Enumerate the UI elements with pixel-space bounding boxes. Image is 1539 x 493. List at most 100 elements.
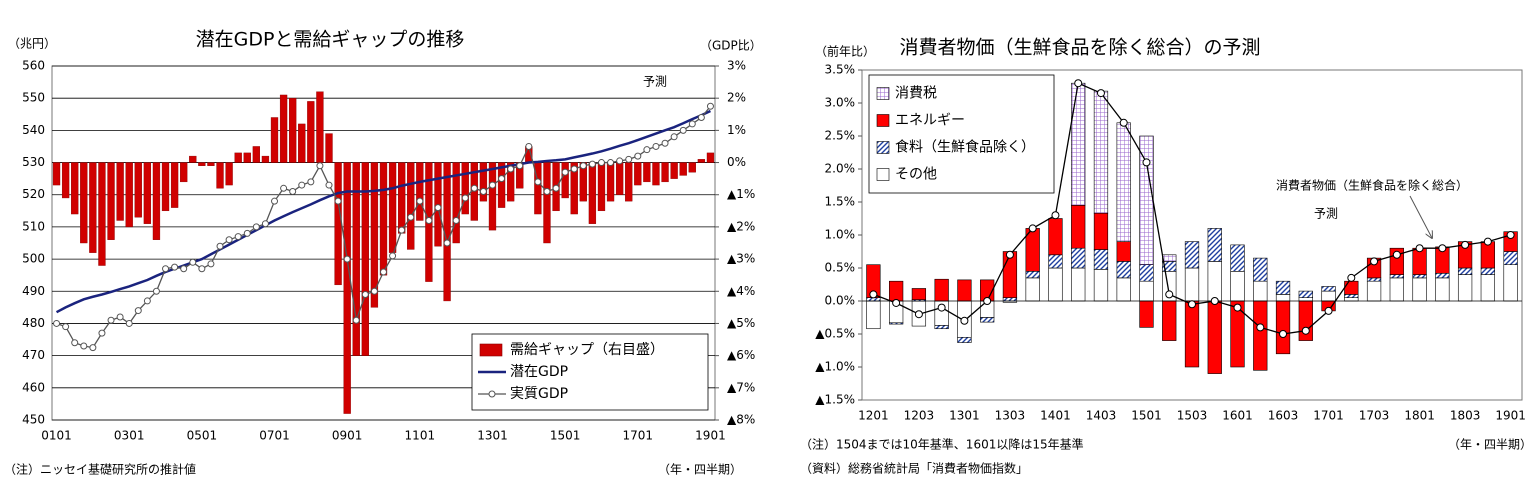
line-marker — [1142, 158, 1151, 167]
bar-segment — [1071, 82, 1086, 206]
line-marker — [1506, 231, 1515, 239]
bar — [407, 162, 415, 250]
bar — [152, 162, 161, 240]
label-arrow — [1409, 195, 1432, 238]
bar-segment — [1162, 300, 1177, 341]
x-tick-label: 0101 — [41, 429, 72, 443]
legend-label: 潜在GDP — [510, 364, 568, 380]
bar-segment — [980, 317, 995, 323]
line-marker — [152, 287, 160, 295]
bar — [125, 162, 133, 228]
line-marker — [71, 339, 79, 347]
line-marker — [461, 194, 469, 202]
legend-label: 需給ギャップ（右目盛） — [510, 342, 664, 358]
bar — [107, 162, 115, 240]
bar-segment — [1435, 272, 1450, 279]
line-marker — [588, 160, 596, 168]
y-tick-label: 450 — [22, 413, 45, 427]
y2-tick-label: ▲5% — [727, 316, 755, 330]
line-marker — [370, 287, 378, 295]
y2-tick-label: 3% — [727, 59, 746, 73]
bar-segment — [1093, 212, 1109, 250]
line-marker — [661, 139, 669, 147]
x-tick-label: 1403 — [1086, 409, 1117, 423]
x-tick-label: 1301 — [949, 409, 980, 423]
y-tick-label: ▲1.0% — [815, 360, 855, 374]
line-marker — [62, 323, 70, 331]
y-tick-label: 500 — [22, 252, 45, 266]
bar — [497, 162, 506, 208]
line-marker — [1074, 79, 1083, 88]
bar — [252, 146, 261, 163]
y-tick-label: 2.0% — [825, 162, 856, 176]
y-tick-label: 0.5% — [825, 261, 856, 275]
y-tick-label: 490 — [22, 284, 45, 298]
line-marker — [652, 142, 660, 150]
legend-swatch — [876, 141, 890, 154]
bar-segment — [957, 279, 972, 302]
x-tick-label: 1901 — [695, 429, 726, 443]
y2-tick-label: ▲4% — [727, 284, 755, 298]
bar — [98, 162, 106, 266]
bar — [543, 162, 551, 244]
line-marker — [325, 181, 333, 189]
line-marker — [937, 303, 946, 312]
bar — [452, 162, 460, 244]
bar-segment — [911, 288, 927, 300]
line-marker — [1028, 224, 1037, 233]
bar-segment — [1253, 257, 1268, 282]
y-tick-label: ▲0.5% — [815, 327, 855, 341]
bar — [234, 152, 242, 163]
legend-label: その他 — [895, 167, 937, 183]
line-marker — [107, 316, 115, 324]
line-marker — [561, 168, 569, 176]
note: （注）ニッセイ基礎研究所の推計値 — [4, 462, 196, 477]
bar-segment — [1184, 241, 1200, 269]
bar — [307, 101, 315, 163]
line-marker — [443, 239, 451, 247]
line-marker — [983, 297, 992, 305]
bar-segment — [1480, 267, 1495, 275]
line-marker — [679, 126, 687, 134]
bar-segment — [1162, 254, 1177, 262]
bar — [388, 162, 397, 253]
bar — [270, 117, 279, 163]
line-marker — [180, 265, 188, 273]
bar-segment — [1002, 297, 1018, 302]
annotation: 予測 — [1314, 207, 1338, 221]
line-marker — [1301, 326, 1310, 335]
bar-segment — [1048, 254, 1063, 269]
bar — [479, 162, 488, 202]
y2-tick-label: ▲7% — [727, 380, 755, 394]
line-marker — [1256, 323, 1265, 332]
line-marker — [298, 181, 306, 189]
line-marker — [488, 181, 496, 189]
line-marker — [80, 342, 88, 350]
line-marker — [125, 319, 133, 327]
bar — [225, 162, 233, 186]
y-tick-label: 540 — [22, 123, 45, 137]
line-marker — [116, 313, 124, 321]
bar — [189, 155, 197, 163]
line-marker — [307, 178, 315, 186]
y2-tick-label: ▲8% — [727, 413, 755, 427]
line-marker — [207, 260, 215, 268]
line-marker — [1096, 89, 1105, 98]
x-tick-label: 1803 — [1450, 409, 1481, 423]
line-marker — [1210, 297, 1219, 305]
y-tick-label: 480 — [22, 316, 45, 330]
line-marker — [216, 242, 224, 250]
bar-segment — [1389, 274, 1404, 279]
bar-segment — [1253, 280, 1268, 302]
bar — [488, 162, 497, 231]
line-marker — [607, 159, 615, 167]
bar-segment — [1207, 261, 1222, 302]
y-tick-label: 0.0% — [825, 294, 856, 308]
line-marker — [616, 157, 624, 165]
line-marker — [1324, 306, 1333, 315]
line-marker — [643, 146, 651, 154]
y-tick-label: 550 — [22, 91, 45, 105]
line-marker — [261, 220, 269, 228]
x-tick-label: 1501 — [1131, 409, 1162, 423]
bar-segment — [1344, 294, 1359, 298]
